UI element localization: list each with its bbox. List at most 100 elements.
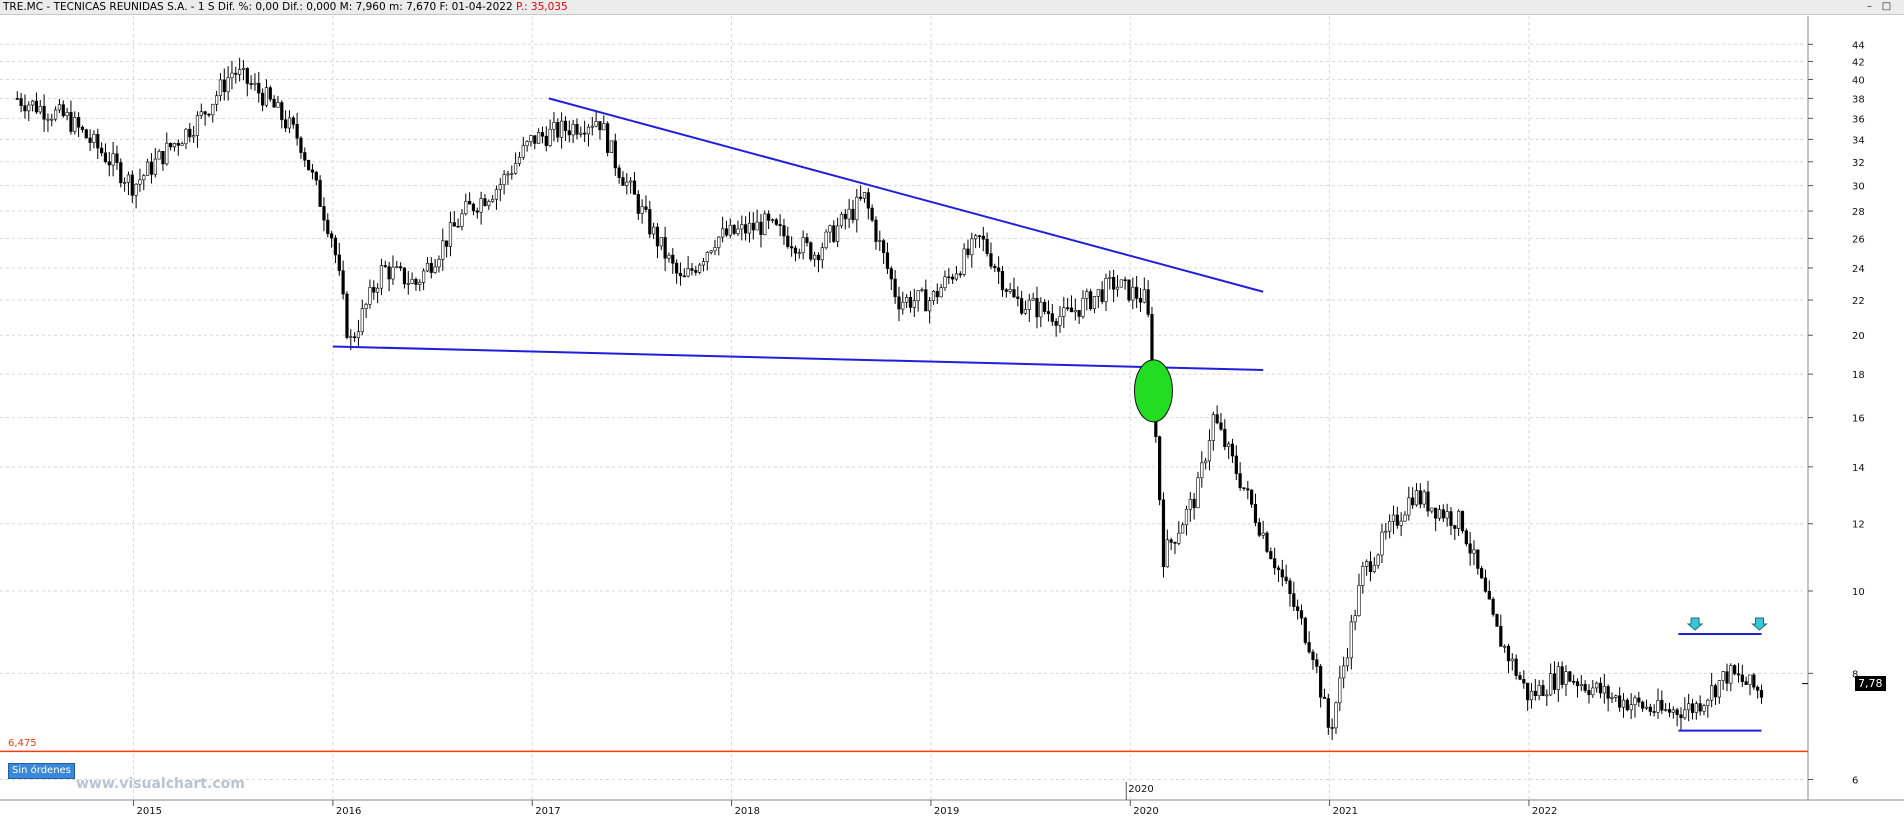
dif: Dif.: 0,000 [282,1,337,13]
candle-body [958,273,962,276]
x-tick-label: 2015 [137,806,162,817]
candle-body [203,111,207,115]
candle-body [1698,703,1702,712]
candle-body [732,224,736,234]
candle-body [176,142,180,146]
candle-body [349,336,353,339]
candle-body [414,279,418,285]
candle-body [636,194,640,214]
candle-body [1606,686,1610,699]
candle-body [241,67,246,70]
candle-body [475,210,479,213]
candle-body [287,117,292,129]
candle-body [1092,296,1097,310]
candle-body [1625,699,1629,711]
y-tick-label: 32 [1852,158,1865,169]
candle-body [280,102,284,121]
candle-body [514,163,518,174]
candle-body [123,182,127,184]
candle-body [1537,685,1541,696]
y-tick-label: 6 [1852,775,1858,786]
candle-body [1437,509,1442,519]
candle-body [905,297,909,303]
candle-body [962,248,966,275]
candle-body [1315,659,1319,667]
candle-body [1721,671,1725,681]
candle-body [770,219,775,221]
y-tick-label: 44 [1852,40,1865,51]
candle-body [709,250,713,253]
candle-body [445,240,449,247]
candle-body [897,296,901,310]
candle-body [1736,673,1741,676]
minimize-icon[interactable]: – [1867,1,1872,12]
candle-body [786,235,790,247]
candle-body [326,219,330,235]
candle-body [997,267,1001,272]
y-tick-label: 12 [1852,520,1865,531]
candle-body [402,267,407,285]
candle-body [92,134,96,143]
candle-body [652,226,656,235]
candle-body [1246,488,1250,491]
candle-body [510,173,514,175]
candle-body [1572,680,1576,683]
candle-body [717,236,721,248]
candle-body [364,304,368,310]
candle-body [245,67,249,84]
candle-body [1675,709,1679,716]
candle-body [1637,697,1641,703]
candle-body [23,105,27,112]
candle-body [264,87,269,106]
candle-body [353,336,357,339]
candle-body [1552,673,1557,690]
candle-body [180,143,184,146]
candle-body [1046,311,1051,314]
candle-body [1365,561,1369,567]
candle-body [928,300,932,312]
candle-body [84,129,88,139]
candle-body [134,183,138,196]
candle-body [1480,568,1484,579]
candle-body [859,196,863,199]
candle-body [617,167,621,178]
candle-body [724,228,729,236]
candle-body [54,109,58,120]
candle-body [1280,569,1284,578]
candle-body [935,290,939,298]
candle-body [878,240,882,242]
candle-body [851,208,855,221]
candle-body [34,100,39,113]
candle-body [234,72,238,75]
y-tick-label: 30 [1852,182,1865,193]
candle-body [1648,706,1652,712]
maximize-icon[interactable]: □ [1881,1,1892,12]
candle-body [793,247,798,254]
sin-ordenes-badge[interactable]: Sin órdenes [8,763,75,779]
candle-body [230,72,234,79]
candle-body [974,235,978,240]
candle-body [943,276,947,288]
candle-body [839,213,844,227]
candle-body [1177,532,1181,544]
candle-body [1127,279,1131,301]
candle-body [747,222,752,234]
candle-body [1641,701,1645,709]
candle-body [130,174,134,196]
candle-body [337,254,341,272]
candle-body [1368,561,1373,573]
candle-body [609,140,614,153]
candle-body [1644,706,1649,709]
candle-body [303,152,307,161]
candle-body [1089,291,1093,310]
candle-body [816,254,821,261]
candle-body [1656,700,1660,713]
candle-body [1541,685,1545,697]
candle-body [1690,703,1695,713]
candle-body [1242,487,1246,489]
candle-body [1223,428,1227,447]
candle-body [1733,665,1737,675]
candle-body [1756,686,1760,691]
candle-body [970,238,974,256]
